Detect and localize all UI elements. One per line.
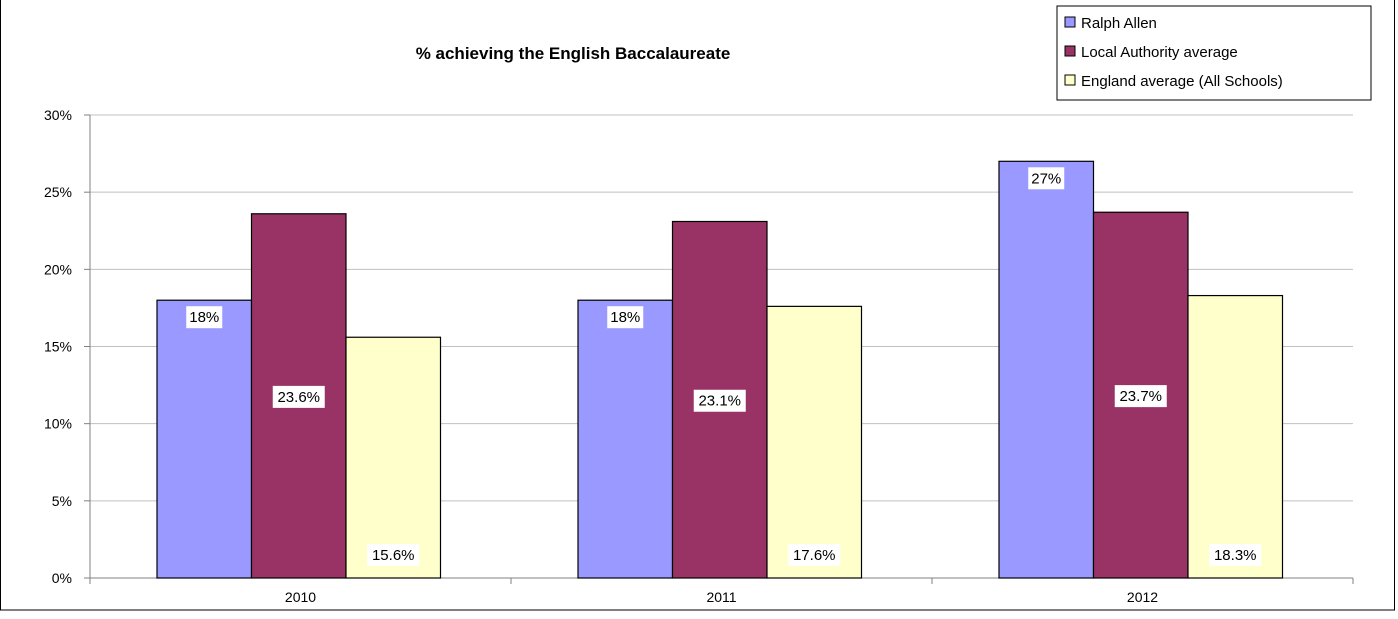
bar-1-2010 bbox=[156, 299, 253, 579]
data-label-bg bbox=[186, 306, 223, 329]
legend-swatch-2 bbox=[1064, 45, 1076, 57]
data-label: 15.6% bbox=[372, 547, 415, 564]
legend-label: England average (All Schools) bbox=[1081, 73, 1283, 90]
x-tick-label: 2010 bbox=[285, 589, 316, 605]
y-tick-label: 25% bbox=[44, 184, 72, 200]
y-axis-ticks: 0% 5% 10% 15% 20% 25% 30% bbox=[44, 107, 90, 586]
data-label: 17.6% bbox=[793, 547, 836, 564]
data-label-bg bbox=[607, 306, 644, 329]
data-label: 23.1% bbox=[698, 393, 741, 410]
legend-box bbox=[1056, 5, 1372, 101]
bar-3-2011 bbox=[766, 305, 863, 579]
data-label-bg bbox=[693, 389, 746, 412]
chart-title: % achieving the English Baccalaureate bbox=[416, 44, 731, 63]
y-tick-label: 30% bbox=[44, 107, 72, 123]
data-labels: 18% 23.6% 15.6% 18% 23.1% 17.6% 27% 23.7% 18.3% bbox=[186, 167, 1262, 566]
x-axis-ticks: 2010 2011 2012 bbox=[89, 578, 1354, 605]
legend-swatch-1 bbox=[1064, 16, 1076, 28]
bars bbox=[156, 160, 1284, 579]
y-tick-label: 20% bbox=[44, 261, 72, 277]
bar-3-2012 bbox=[1187, 294, 1284, 579]
data-label: 27% bbox=[1031, 170, 1061, 187]
data-label-bg bbox=[788, 544, 841, 566]
y-tick-label: 0% bbox=[52, 570, 72, 586]
x-tick-label: 2012 bbox=[1127, 589, 1158, 605]
bar-3-2010 bbox=[345, 336, 442, 579]
x-tick-label: 2011 bbox=[706, 589, 736, 605]
legend-label: Ralph Allen bbox=[1081, 15, 1157, 32]
data-label: 18% bbox=[189, 309, 219, 326]
data-label: 23.6% bbox=[277, 389, 320, 406]
data-label-bg bbox=[1114, 385, 1167, 408]
y-tick-label: 5% bbox=[52, 493, 72, 509]
legend: Ralph Allen Local Authority average Englan… bbox=[1056, 5, 1372, 101]
data-label: 18.3% bbox=[1214, 547, 1257, 564]
y-tick-label: 10% bbox=[44, 416, 72, 432]
legend-label: Local Authority average bbox=[1081, 44, 1238, 61]
y-tick-label: 15% bbox=[44, 339, 72, 355]
data-label-bg bbox=[1028, 167, 1065, 190]
data-label: 23.7% bbox=[1119, 388, 1162, 405]
data-label: 18% bbox=[610, 309, 640, 326]
data-label-bg bbox=[272, 385, 325, 408]
data-label-bg bbox=[1209, 544, 1262, 566]
legend-swatch-3 bbox=[1064, 74, 1076, 86]
bar-1-2011 bbox=[577, 299, 674, 579]
bar-1-2012 bbox=[998, 160, 1095, 579]
data-label-bg bbox=[367, 544, 420, 566]
